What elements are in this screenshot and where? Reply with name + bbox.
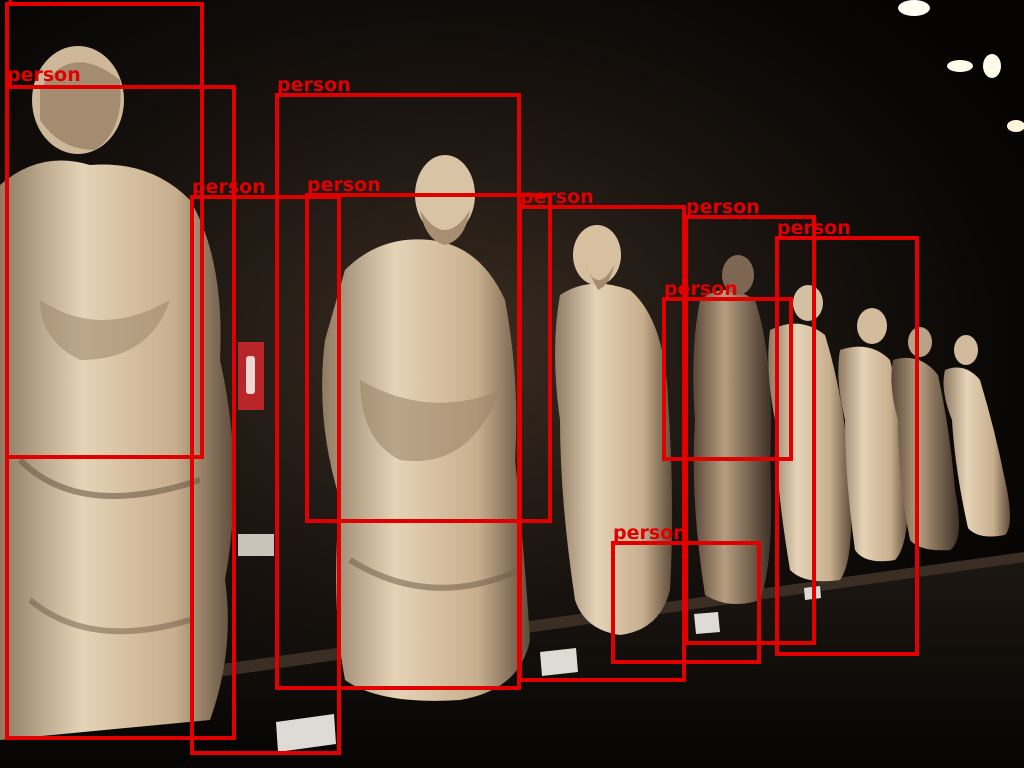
detection-label: person <box>307 174 381 196</box>
detection-label: person <box>7 0 81 4</box>
placards <box>238 534 821 752</box>
detection-label: person <box>686 196 760 218</box>
detection-label: person <box>613 522 687 544</box>
detection-box: person <box>5 65 236 740</box>
detection-box: person <box>662 279 793 461</box>
detection-label: person <box>192 176 266 198</box>
statue-3 <box>555 225 673 635</box>
detection-label: person <box>7 64 81 86</box>
statue-2 <box>322 155 530 701</box>
statue-1 <box>0 46 234 740</box>
statue-6 <box>838 308 909 562</box>
detection-box: person <box>775 218 919 656</box>
ceiling-lights <box>898 0 1024 132</box>
detection-box: person <box>611 523 761 664</box>
statue-4 <box>693 255 772 604</box>
detection-label: person <box>520 186 594 208</box>
detection-box: person <box>190 177 341 755</box>
statue-8 <box>943 335 1010 537</box>
statue-7 <box>891 327 959 551</box>
detection-box: person <box>684 197 816 645</box>
detection-label: person <box>777 217 851 239</box>
detection-label: person <box>277 74 351 96</box>
detection-box: person <box>305 175 552 523</box>
detection-label: person <box>664 278 738 300</box>
